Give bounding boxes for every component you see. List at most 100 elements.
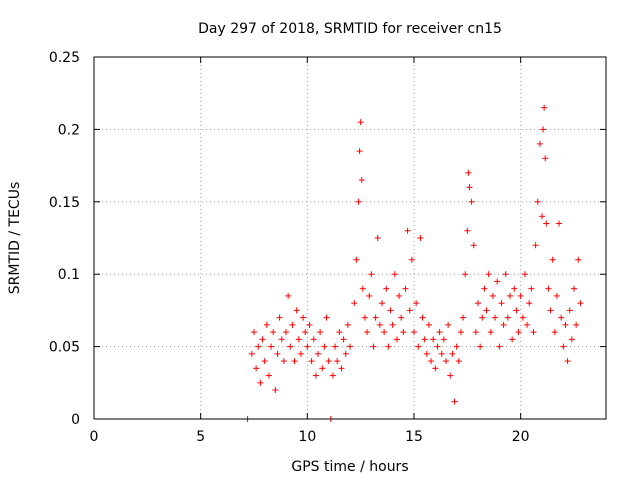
data-point: [560, 343, 567, 350]
data-point: [406, 307, 413, 314]
data-point: [340, 336, 347, 343]
data-point: [532, 242, 539, 249]
data-point: [383, 285, 390, 292]
data-point: [411, 329, 417, 336]
data-point: [504, 314, 511, 321]
data-point: [423, 350, 430, 357]
data-point: [502, 271, 509, 278]
x-tick-label: 5: [196, 429, 205, 445]
data-point: [568, 336, 575, 343]
tick-labels: 0 5 10 15 20 0 0.05 0.1 0.15 0.2 0.25: [49, 50, 530, 445]
data-point: [470, 242, 477, 249]
data-point: [489, 292, 496, 299]
data-point: [398, 314, 405, 321]
y-tick-label: 0.2: [58, 122, 80, 138]
data-point: [515, 329, 522, 336]
plot-frame: [93, 56, 607, 420]
data-point: [379, 300, 385, 307]
data-point: [451, 398, 458, 405]
y-tick-label: 0.05: [49, 340, 80, 356]
data-point: [291, 358, 298, 365]
data-point: [421, 336, 428, 343]
data-point: [355, 198, 362, 205]
data-point: [342, 350, 349, 357]
data-point: [280, 358, 287, 365]
data-point: [413, 300, 420, 307]
x-tick-label: 0: [90, 429, 99, 445]
data-point: [268, 343, 275, 350]
data-point: [436, 329, 443, 336]
data-point: [534, 198, 541, 205]
data-point: [385, 343, 392, 350]
y-tick-label: 0.25: [49, 50, 80, 66]
data-point: [283, 329, 289, 336]
data-point: [400, 329, 407, 336]
data-point: [257, 379, 264, 386]
data-point: [434, 343, 441, 350]
data-point: [509, 336, 516, 343]
data-point: [376, 321, 383, 328]
data-point: [468, 198, 475, 205]
data-point: [381, 329, 388, 336]
y-tick-label: 0.15: [49, 195, 80, 211]
data-point: [263, 321, 270, 328]
data-point: [466, 184, 473, 191]
data-point: [477, 343, 484, 350]
data-point: [255, 343, 262, 350]
data-point: [265, 372, 272, 379]
data-point: [370, 343, 377, 350]
data-point: [558, 314, 565, 321]
data-point: [417, 235, 424, 241]
data-point: [494, 278, 501, 285]
data-point: [498, 300, 505, 307]
data-point: [306, 321, 313, 328]
data-point: [492, 314, 499, 321]
data-point: [332, 343, 339, 350]
data-point: [372, 314, 379, 321]
data-point: [312, 372, 319, 379]
data-point: [351, 300, 358, 307]
data-point: [566, 307, 573, 314]
data-point: [419, 314, 426, 321]
data-point: [368, 271, 375, 278]
data-point: [297, 350, 304, 357]
data-point: [485, 271, 492, 278]
data-point: [571, 285, 577, 292]
data-point: [248, 350, 255, 357]
data-point: [344, 321, 351, 328]
data-point: [483, 307, 490, 314]
data-point: [334, 358, 341, 365]
data-point: [526, 300, 533, 307]
data-point: [545, 285, 552, 292]
data-point: [556, 220, 563, 227]
data-point: [564, 358, 571, 365]
data-point: [573, 321, 580, 328]
data-point: [432, 365, 439, 372]
data-point: [453, 343, 460, 350]
data-point: [447, 372, 454, 379]
data-point: [278, 336, 285, 343]
data-point: [361, 314, 368, 321]
data-point: [293, 307, 300, 314]
x-tick-label: 10: [298, 429, 316, 445]
data-point: [519, 314, 526, 321]
data-point: [521, 271, 528, 278]
data-point: [541, 104, 548, 111]
data-point: [353, 256, 360, 263]
data-point: [261, 358, 268, 365]
data-point: [319, 365, 326, 372]
data-point: [553, 292, 560, 299]
data-point: [539, 213, 545, 220]
x-tick-label: 15: [405, 429, 423, 445]
data-point: [270, 329, 277, 336]
data-point: [387, 307, 394, 314]
data-point: [366, 292, 373, 299]
data-point: [440, 336, 447, 343]
data-point: [402, 285, 409, 292]
data-point: [524, 321, 531, 328]
data-point: [438, 350, 445, 357]
data-point: [302, 329, 309, 336]
data-point: [430, 336, 437, 343]
data-point: [562, 321, 569, 328]
